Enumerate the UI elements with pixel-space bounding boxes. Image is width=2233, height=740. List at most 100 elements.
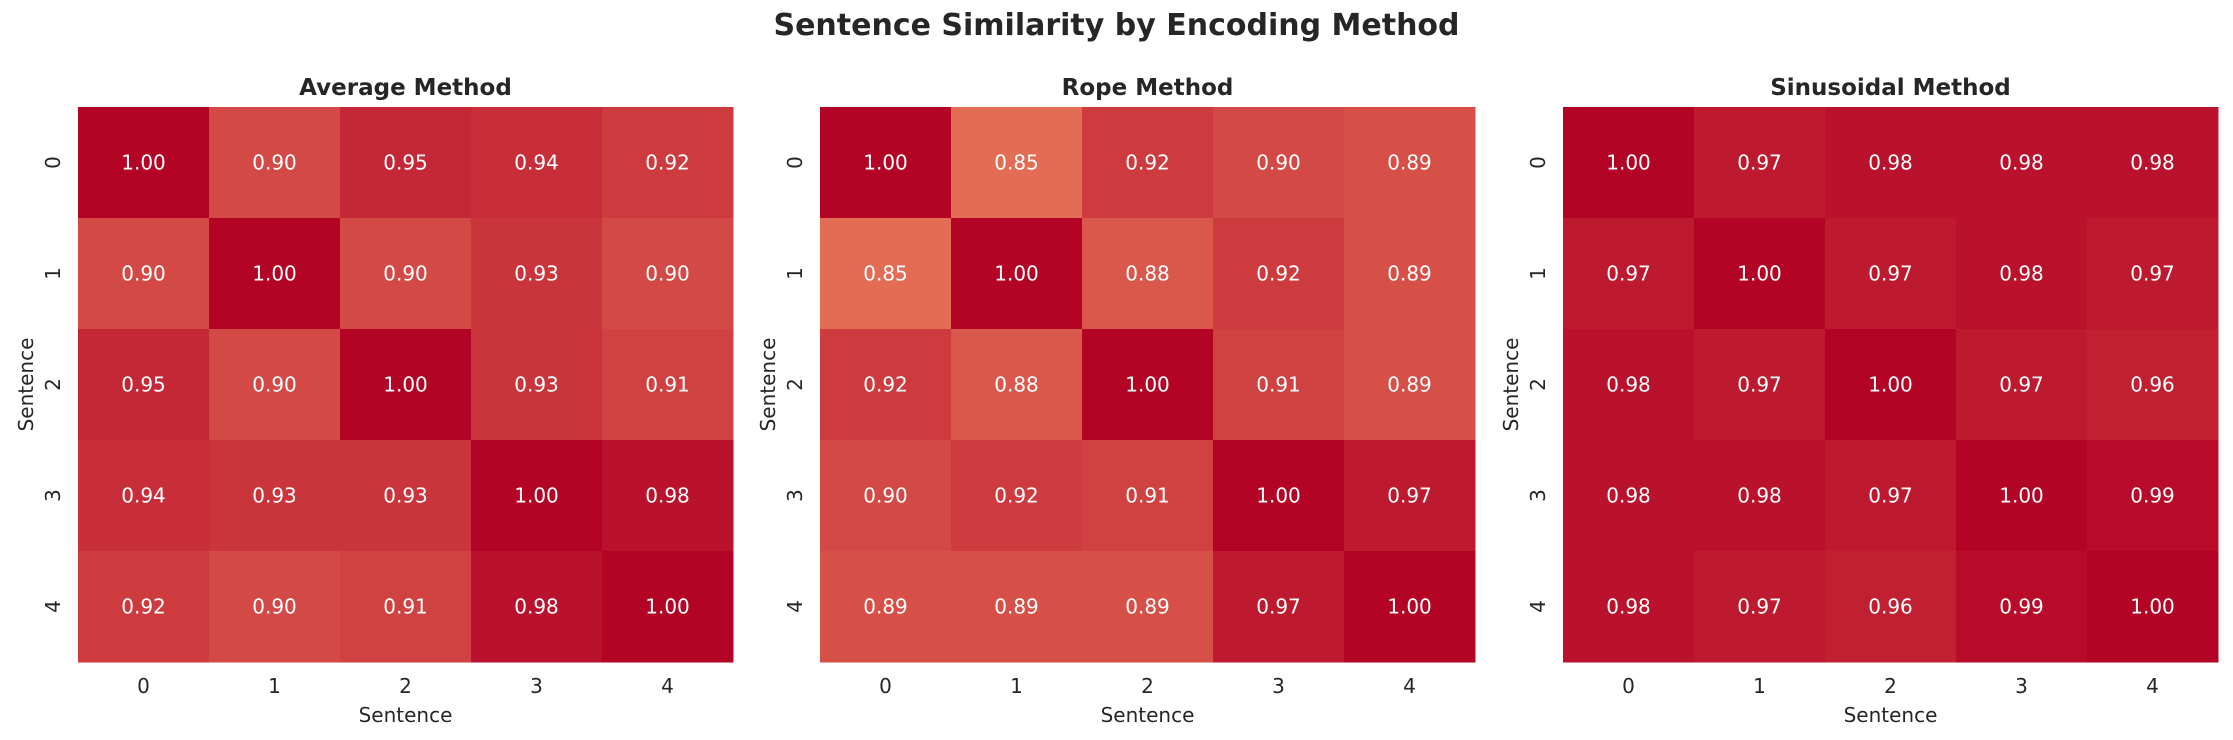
heatmap-cell (1563, 440, 1695, 552)
cell-annotation: 1.00 (383, 373, 428, 397)
x-tick-label: 1 (268, 674, 281, 698)
heatmap-cell (1082, 218, 1214, 330)
heatmap-cell (1563, 551, 1695, 663)
cell-annotation: 0.85 (863, 262, 908, 286)
heatmap-cell (340, 329, 472, 441)
y-axis-label: Sentence (1499, 338, 1523, 432)
subplot-title: Rope Method (1062, 75, 1234, 101)
cell-annotation: 0.90 (252, 373, 297, 397)
cell-annotation: 0.97 (1256, 595, 1301, 619)
heatmap-cell (340, 107, 472, 219)
heatmap-cell (820, 107, 952, 219)
cell-annotation: 1.00 (1256, 484, 1301, 508)
cell-annotation: 0.90 (252, 595, 297, 619)
cell-annotation: 0.93 (514, 262, 559, 286)
cell-annotation: 0.98 (1606, 373, 1651, 397)
cell-annotation: 0.97 (1868, 262, 1913, 286)
cell-annotation: 0.92 (1256, 262, 1301, 286)
heatmap-cell (1694, 551, 1826, 663)
cell-annotation: 0.98 (1999, 262, 2044, 286)
heatmap-cell (1213, 107, 1345, 219)
x-tick-label: 0 (879, 674, 892, 698)
cell-annotation: 1.00 (863, 151, 908, 175)
cell-annotation: 1.00 (1999, 484, 2044, 508)
cell-annotation: 0.98 (1999, 151, 2044, 175)
cell-annotation: 1.00 (994, 262, 1039, 286)
x-axis-label: Sentence (1844, 703, 1938, 727)
heatmap-cell (1694, 107, 1826, 219)
cell-annotation: 0.97 (1387, 484, 1432, 508)
heatmap-cell (1825, 551, 1957, 663)
heatmap-cell (340, 551, 472, 663)
x-axis-label: Sentence (359, 703, 453, 727)
cell-annotation: 0.98 (1737, 484, 1782, 508)
heatmap-cell (951, 440, 1083, 552)
cell-annotation: 0.93 (383, 484, 428, 508)
heatmap-cell (1563, 218, 1695, 330)
heatmap-cell (1213, 329, 1345, 441)
heatmap-cell (78, 218, 210, 330)
heatmap-cell (602, 329, 734, 441)
y-tick-label: 2 (1526, 378, 1550, 391)
heatmap-cell (78, 329, 210, 441)
cell-annotation: 0.89 (994, 595, 1039, 619)
cell-annotation: 0.92 (645, 151, 690, 175)
cell-annotation: 0.96 (2130, 373, 2175, 397)
cell-annotation: 0.91 (645, 373, 690, 397)
cell-annotation: 0.91 (1256, 373, 1301, 397)
heatmap-cell (2087, 440, 2219, 552)
y-tick-label: 4 (783, 600, 807, 613)
cell-annotation: 1.00 (1125, 373, 1170, 397)
cell-annotation: 0.88 (994, 373, 1039, 397)
cell-annotation: 0.89 (1387, 262, 1432, 286)
cell-annotation: 0.92 (1125, 151, 1170, 175)
heatmap-cell (1956, 440, 2088, 552)
x-axis-label: Sentence (1101, 703, 1195, 727)
cell-annotation: 0.97 (1737, 595, 1782, 619)
x-tick-label: 0 (1622, 674, 1635, 698)
y-tick-label: 3 (1526, 489, 1550, 502)
heatmap-cell (1563, 329, 1695, 441)
cell-annotation: 0.90 (1256, 151, 1301, 175)
heatmap-cell (78, 551, 210, 663)
cell-annotation: 0.93 (514, 373, 559, 397)
heatmap-cell (209, 218, 341, 330)
cell-annotation: 0.89 (1387, 373, 1432, 397)
cell-annotation: 1.00 (645, 595, 690, 619)
cell-annotation: 1.00 (514, 484, 559, 508)
heatmap-cell (2087, 329, 2219, 441)
cell-annotation: 0.96 (1868, 595, 1913, 619)
heatmap-cell (951, 107, 1083, 219)
x-tick-label: 2 (1141, 674, 1154, 698)
heatmap-cell (2087, 107, 2219, 219)
cell-annotation: 1.00 (121, 151, 166, 175)
cell-annotation: 0.97 (1737, 151, 1782, 175)
heatmap-cell (78, 107, 210, 219)
cell-annotation: 0.94 (514, 151, 559, 175)
heatmap-cell (1694, 329, 1826, 441)
heatmap-cell (951, 551, 1083, 663)
heatmap-cell (1956, 107, 2088, 219)
heatmap-cell (1082, 440, 1214, 552)
x-tick-label: 2 (1884, 674, 1897, 698)
heatmap-cell (78, 440, 210, 552)
cell-annotation: 0.97 (1737, 373, 1782, 397)
cell-annotation: 0.90 (645, 262, 690, 286)
cell-annotation: 0.98 (1868, 151, 1913, 175)
subplot-title: Sinusoidal Method (1770, 75, 2011, 101)
y-tick-label: 0 (41, 156, 65, 169)
cell-annotation: 0.97 (1606, 262, 1651, 286)
heatmap-cell (1956, 329, 2088, 441)
heatmap-cell (209, 551, 341, 663)
heatmap-cell (1825, 440, 1957, 552)
cell-annotation: 0.90 (121, 262, 166, 286)
x-tick-label: 0 (137, 674, 150, 698)
heatmap-cell (951, 329, 1083, 441)
cell-annotation: 0.90 (383, 262, 428, 286)
cell-annotation: 1.00 (1737, 262, 1782, 286)
cell-annotation: 0.98 (1606, 484, 1651, 508)
heatmap-cell (1694, 218, 1826, 330)
heatmap-cell (602, 107, 734, 219)
heatmap-cell (602, 440, 734, 552)
heatmap-cell (1082, 107, 1214, 219)
